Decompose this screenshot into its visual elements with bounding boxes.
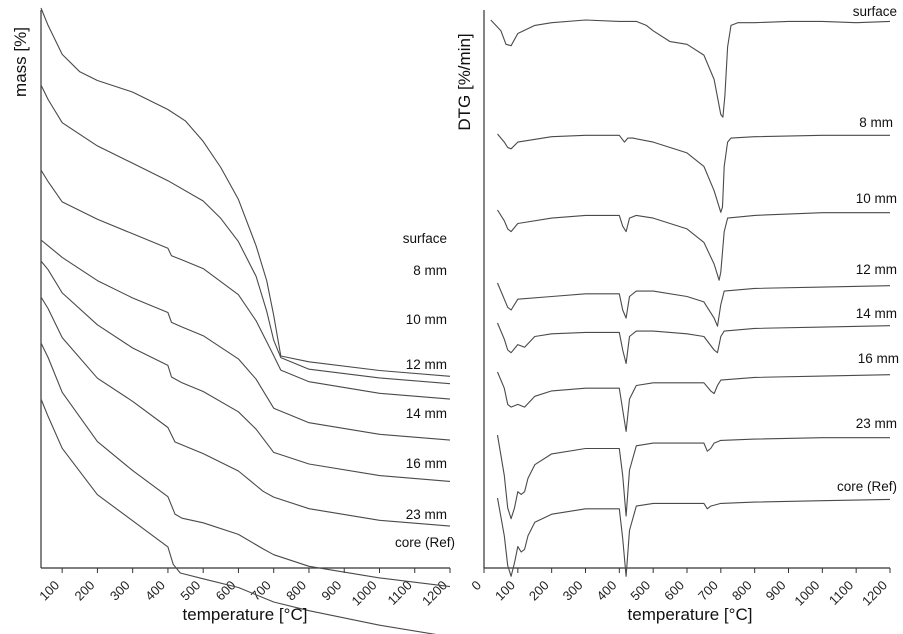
dtg-x-axis-label: temperature [°C] — [628, 605, 753, 624]
dtg-panel: 0 100 200 300 400 500 600 700 800 900 1000 1100 1200… — [455, 4, 899, 624]
dtg-x-ticks: 0 100 200 300 400 500 600 700 800 900 1000 1100 1200 — [468, 568, 891, 609]
mass-series-label-16-mm: 16 mm — [406, 456, 447, 471]
dtg-x-tick-label-1200: 1200 — [859, 578, 890, 609]
mass-x-tick-label-1000: 1000 — [349, 578, 380, 609]
dtg-x-tick-label-900: 900 — [763, 578, 789, 604]
dtg-series-label-core-ref: core (Ref) — [837, 479, 897, 494]
dtg-y-axis-label: DTG [%/min] — [455, 33, 474, 130]
mass-curve-10-mm — [40, 169, 451, 400]
mass-curve-12-mm — [40, 239, 451, 441]
mass-curve-16-mm — [40, 296, 451, 527]
mass-series-label-12-mm: 12 mm — [406, 357, 447, 372]
mass-x-tick-label-800: 800 — [283, 578, 309, 604]
mass-curve-8-mm — [40, 84, 451, 385]
mass-series-label-8-mm: 8 mm — [413, 263, 447, 278]
mass-series-label-23-mm: 23 mm — [406, 507, 447, 522]
mass-x-tick-label-200: 200 — [72, 578, 98, 604]
mass-series-label-core-ref: core (Ref) — [395, 535, 455, 550]
mass-x-tick-label-100: 100 — [36, 578, 62, 604]
mass-curve-surface — [40, 7, 451, 377]
dtg-series-label-14-mm: 14 mm — [856, 306, 897, 321]
mass-x-tick-label-700: 700 — [248, 578, 274, 604]
mass-series-label-10-mm: 10 mm — [406, 312, 447, 327]
mass-series-label-14-mm: 14 mm — [406, 406, 447, 421]
mass-x-tick-label-600: 600 — [213, 578, 239, 604]
dtg-curve-surface — [490, 19, 891, 118]
mass-curve-14-mm — [40, 260, 451, 482]
dtg-x-tick-label-100: 100 — [492, 578, 518, 604]
dtg-x-tick-label-1000: 1000 — [791, 578, 822, 609]
mass-x-tick-label-300: 300 — [107, 578, 133, 604]
dtg-series-label-8-mm: 8 mm — [859, 115, 893, 130]
mass-series-labels: surface 8 mm 10 mm 12 mm 14 mm 16 mm 23 mm core… — [395, 231, 455, 550]
mass-curves — [40, 7, 451, 634]
dtg-curve-23-mm — [496, 434, 890, 520]
dtg-x-tick-label-1100: 1100 — [826, 578, 856, 608]
dtg-series-label-12-mm: 12 mm — [856, 262, 897, 277]
mass-panel: 100 200 300 400 500 600 700 800 900 1000 1100 1200 … — [11, 7, 455, 634]
mass-x-tick-label-400: 400 — [142, 578, 168, 604]
dtg-x-tick-label-500: 500 — [627, 578, 653, 604]
dtg-curve-14-mm — [496, 322, 891, 365]
dtg-curve-8-mm — [497, 133, 890, 213]
dtg-x-tick-label-300: 300 — [560, 578, 586, 604]
dtg-x-tick-label-600: 600 — [661, 578, 687, 604]
mass-x-tick-label-500: 500 — [177, 578, 203, 604]
dtg-series-labels: surface 8 mm 10 mm 12 mm 14 mm 16 mm 23 mm core… — [837, 4, 899, 494]
dtg-series-label-10-mm: 10 mm — [856, 191, 897, 206]
dtg-x-tick-label-700: 700 — [695, 578, 721, 604]
mass-x-tick-label-900: 900 — [318, 578, 344, 604]
mass-curve-23-mm — [40, 342, 451, 588]
dtg-curve-core-ref — [496, 497, 891, 577]
dtg-curve-16-mm — [496, 371, 891, 432]
mass-x-axis-label: temperature [°C] — [183, 605, 308, 624]
dtg-curves — [490, 19, 891, 577]
dtg-curve-10-mm — [497, 209, 890, 281]
dtg-series-label-23-mm: 23 mm — [856, 416, 897, 431]
mass-x-ticks: 100 200 300 400 500 600 700 800 900 1000 1100 1200 — [36, 568, 451, 609]
mass-series-label-surface: surface — [403, 231, 447, 246]
dtg-series-label-16-mm: 16 mm — [858, 351, 899, 366]
dtg-curve-12-mm — [496, 282, 891, 327]
mass-y-axis-label: mass [%] — [11, 27, 30, 97]
dtg-series-label-surface: surface — [853, 4, 897, 19]
mass-x-tick-label-1200: 1200 — [419, 578, 450, 609]
mass-curve-core-ref — [40, 398, 437, 634]
dtg-x-tick-label-800: 800 — [729, 578, 755, 604]
dtg-x-tick-label-400: 400 — [594, 578, 620, 604]
dtg-x-tick-label-0: 0 — [468, 578, 484, 594]
dtg-x-tick-label-200: 200 — [526, 578, 552, 604]
